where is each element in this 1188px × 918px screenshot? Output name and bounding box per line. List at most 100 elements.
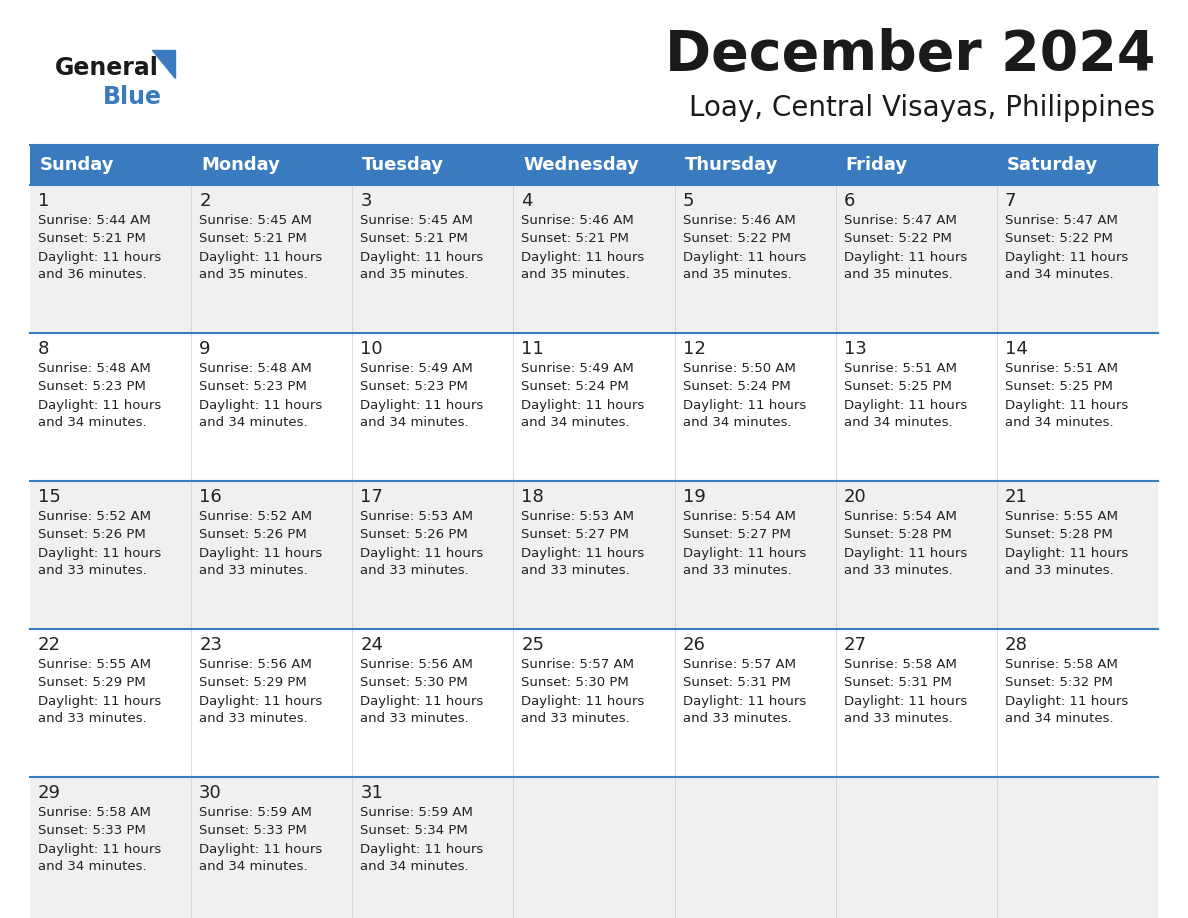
Text: Sunrise: 5:55 AM: Sunrise: 5:55 AM (1005, 510, 1118, 523)
Text: Sunrise: 5:44 AM: Sunrise: 5:44 AM (38, 215, 151, 228)
Text: Sunrise: 5:45 AM: Sunrise: 5:45 AM (200, 215, 312, 228)
Bar (30, 629, 191, 777)
Text: Sunrise: 5:58 AM: Sunrise: 5:58 AM (1005, 658, 1118, 671)
Bar (513, 629, 675, 777)
Text: and 33 minutes.: and 33 minutes. (1005, 565, 1113, 577)
Text: 28: 28 (1005, 636, 1028, 654)
Text: Daylight: 11 hours: Daylight: 11 hours (38, 546, 162, 559)
Bar (353, 777, 513, 918)
Bar (997, 629, 1158, 777)
Text: Daylight: 11 hours: Daylight: 11 hours (1005, 251, 1129, 263)
Text: Sunrise: 5:46 AM: Sunrise: 5:46 AM (522, 215, 634, 228)
Text: 3: 3 (360, 192, 372, 210)
Text: Wednesday: Wednesday (524, 156, 639, 174)
Bar (191, 777, 353, 918)
Text: Sunrise: 5:53 AM: Sunrise: 5:53 AM (360, 510, 473, 523)
Text: 8: 8 (38, 340, 50, 358)
Text: 11: 11 (522, 340, 544, 358)
Text: 14: 14 (1005, 340, 1028, 358)
Bar (997, 185, 1158, 333)
Bar (30, 145, 191, 185)
Text: Daylight: 11 hours: Daylight: 11 hours (683, 695, 805, 708)
Text: Sunset: 5:23 PM: Sunset: 5:23 PM (200, 380, 307, 394)
Text: Sunset: 5:25 PM: Sunset: 5:25 PM (843, 380, 952, 394)
Text: and 34 minutes.: and 34 minutes. (200, 417, 308, 430)
Text: and 34 minutes.: and 34 minutes. (1005, 417, 1113, 430)
Text: Daylight: 11 hours: Daylight: 11 hours (683, 398, 805, 411)
Text: Daylight: 11 hours: Daylight: 11 hours (360, 251, 484, 263)
Text: Sunset: 5:22 PM: Sunset: 5:22 PM (843, 232, 952, 245)
Bar (835, 333, 997, 481)
Text: and 33 minutes.: and 33 minutes. (843, 565, 953, 577)
Text: Sunrise: 5:49 AM: Sunrise: 5:49 AM (522, 363, 634, 375)
Bar (513, 481, 675, 629)
Text: Sunset: 5:23 PM: Sunset: 5:23 PM (360, 380, 468, 394)
Text: 4: 4 (522, 192, 533, 210)
Text: Sunrise: 5:56 AM: Sunrise: 5:56 AM (360, 658, 473, 671)
Text: Sunrise: 5:57 AM: Sunrise: 5:57 AM (522, 658, 634, 671)
Text: Daylight: 11 hours: Daylight: 11 hours (38, 251, 162, 263)
Text: 27: 27 (843, 636, 867, 654)
Text: and 33 minutes.: and 33 minutes. (38, 712, 147, 725)
Text: Daylight: 11 hours: Daylight: 11 hours (200, 843, 322, 856)
Bar (30, 777, 191, 918)
Bar (835, 777, 997, 918)
Text: and 35 minutes.: and 35 minutes. (843, 268, 953, 282)
Bar (191, 481, 353, 629)
Text: and 33 minutes.: and 33 minutes. (522, 712, 630, 725)
Bar (675, 629, 835, 777)
Text: and 34 minutes.: and 34 minutes. (683, 417, 791, 430)
Text: Daylight: 11 hours: Daylight: 11 hours (522, 546, 645, 559)
Bar (353, 481, 513, 629)
Text: Sunrise: 5:46 AM: Sunrise: 5:46 AM (683, 215, 795, 228)
Text: Sunset: 5:24 PM: Sunset: 5:24 PM (522, 380, 630, 394)
Text: Sunset: 5:32 PM: Sunset: 5:32 PM (1005, 677, 1113, 689)
Text: Sunrise: 5:54 AM: Sunrise: 5:54 AM (843, 510, 956, 523)
Text: Sunrise: 5:53 AM: Sunrise: 5:53 AM (522, 510, 634, 523)
Text: Sunset: 5:21 PM: Sunset: 5:21 PM (522, 232, 630, 245)
Text: Sunset: 5:21 PM: Sunset: 5:21 PM (38, 232, 146, 245)
Text: Sunrise: 5:55 AM: Sunrise: 5:55 AM (38, 658, 151, 671)
Text: Daylight: 11 hours: Daylight: 11 hours (360, 398, 484, 411)
Text: Sunrise: 5:52 AM: Sunrise: 5:52 AM (200, 510, 312, 523)
Text: General: General (55, 56, 159, 80)
Text: Daylight: 11 hours: Daylight: 11 hours (200, 251, 322, 263)
Text: Daylight: 11 hours: Daylight: 11 hours (38, 695, 162, 708)
Text: Sunset: 5:25 PM: Sunset: 5:25 PM (1005, 380, 1113, 394)
Text: Sunrise: 5:48 AM: Sunrise: 5:48 AM (38, 363, 151, 375)
Bar (30, 481, 191, 629)
Text: 16: 16 (200, 488, 222, 506)
Text: Sunset: 5:34 PM: Sunset: 5:34 PM (360, 824, 468, 837)
Text: 19: 19 (683, 488, 706, 506)
Bar (835, 185, 997, 333)
Text: 6: 6 (843, 192, 855, 210)
Bar (513, 145, 675, 185)
Bar (513, 185, 675, 333)
Bar (191, 333, 353, 481)
Text: and 36 minutes.: and 36 minutes. (38, 268, 146, 282)
Text: and 34 minutes.: and 34 minutes. (843, 417, 953, 430)
Bar (191, 629, 353, 777)
Text: and 34 minutes.: and 34 minutes. (1005, 268, 1113, 282)
Bar (353, 333, 513, 481)
Bar (675, 777, 835, 918)
Bar (835, 481, 997, 629)
Text: and 33 minutes.: and 33 minutes. (38, 565, 147, 577)
Text: Sunset: 5:29 PM: Sunset: 5:29 PM (200, 677, 307, 689)
Text: Daylight: 11 hours: Daylight: 11 hours (1005, 546, 1129, 559)
Text: Sunset: 5:23 PM: Sunset: 5:23 PM (38, 380, 146, 394)
Text: Daylight: 11 hours: Daylight: 11 hours (522, 251, 645, 263)
Text: 2: 2 (200, 192, 210, 210)
Text: Sunset: 5:22 PM: Sunset: 5:22 PM (1005, 232, 1113, 245)
Text: 12: 12 (683, 340, 706, 358)
Text: and 33 minutes.: and 33 minutes. (522, 565, 630, 577)
Text: 1: 1 (38, 192, 50, 210)
Bar (675, 481, 835, 629)
Text: Sunset: 5:24 PM: Sunset: 5:24 PM (683, 380, 790, 394)
Text: Daylight: 11 hours: Daylight: 11 hours (1005, 398, 1129, 411)
Text: Sunset: 5:28 PM: Sunset: 5:28 PM (843, 529, 952, 542)
Bar (513, 777, 675, 918)
Text: Sunrise: 5:50 AM: Sunrise: 5:50 AM (683, 363, 796, 375)
Text: 22: 22 (38, 636, 61, 654)
Text: and 34 minutes.: and 34 minutes. (1005, 712, 1113, 725)
